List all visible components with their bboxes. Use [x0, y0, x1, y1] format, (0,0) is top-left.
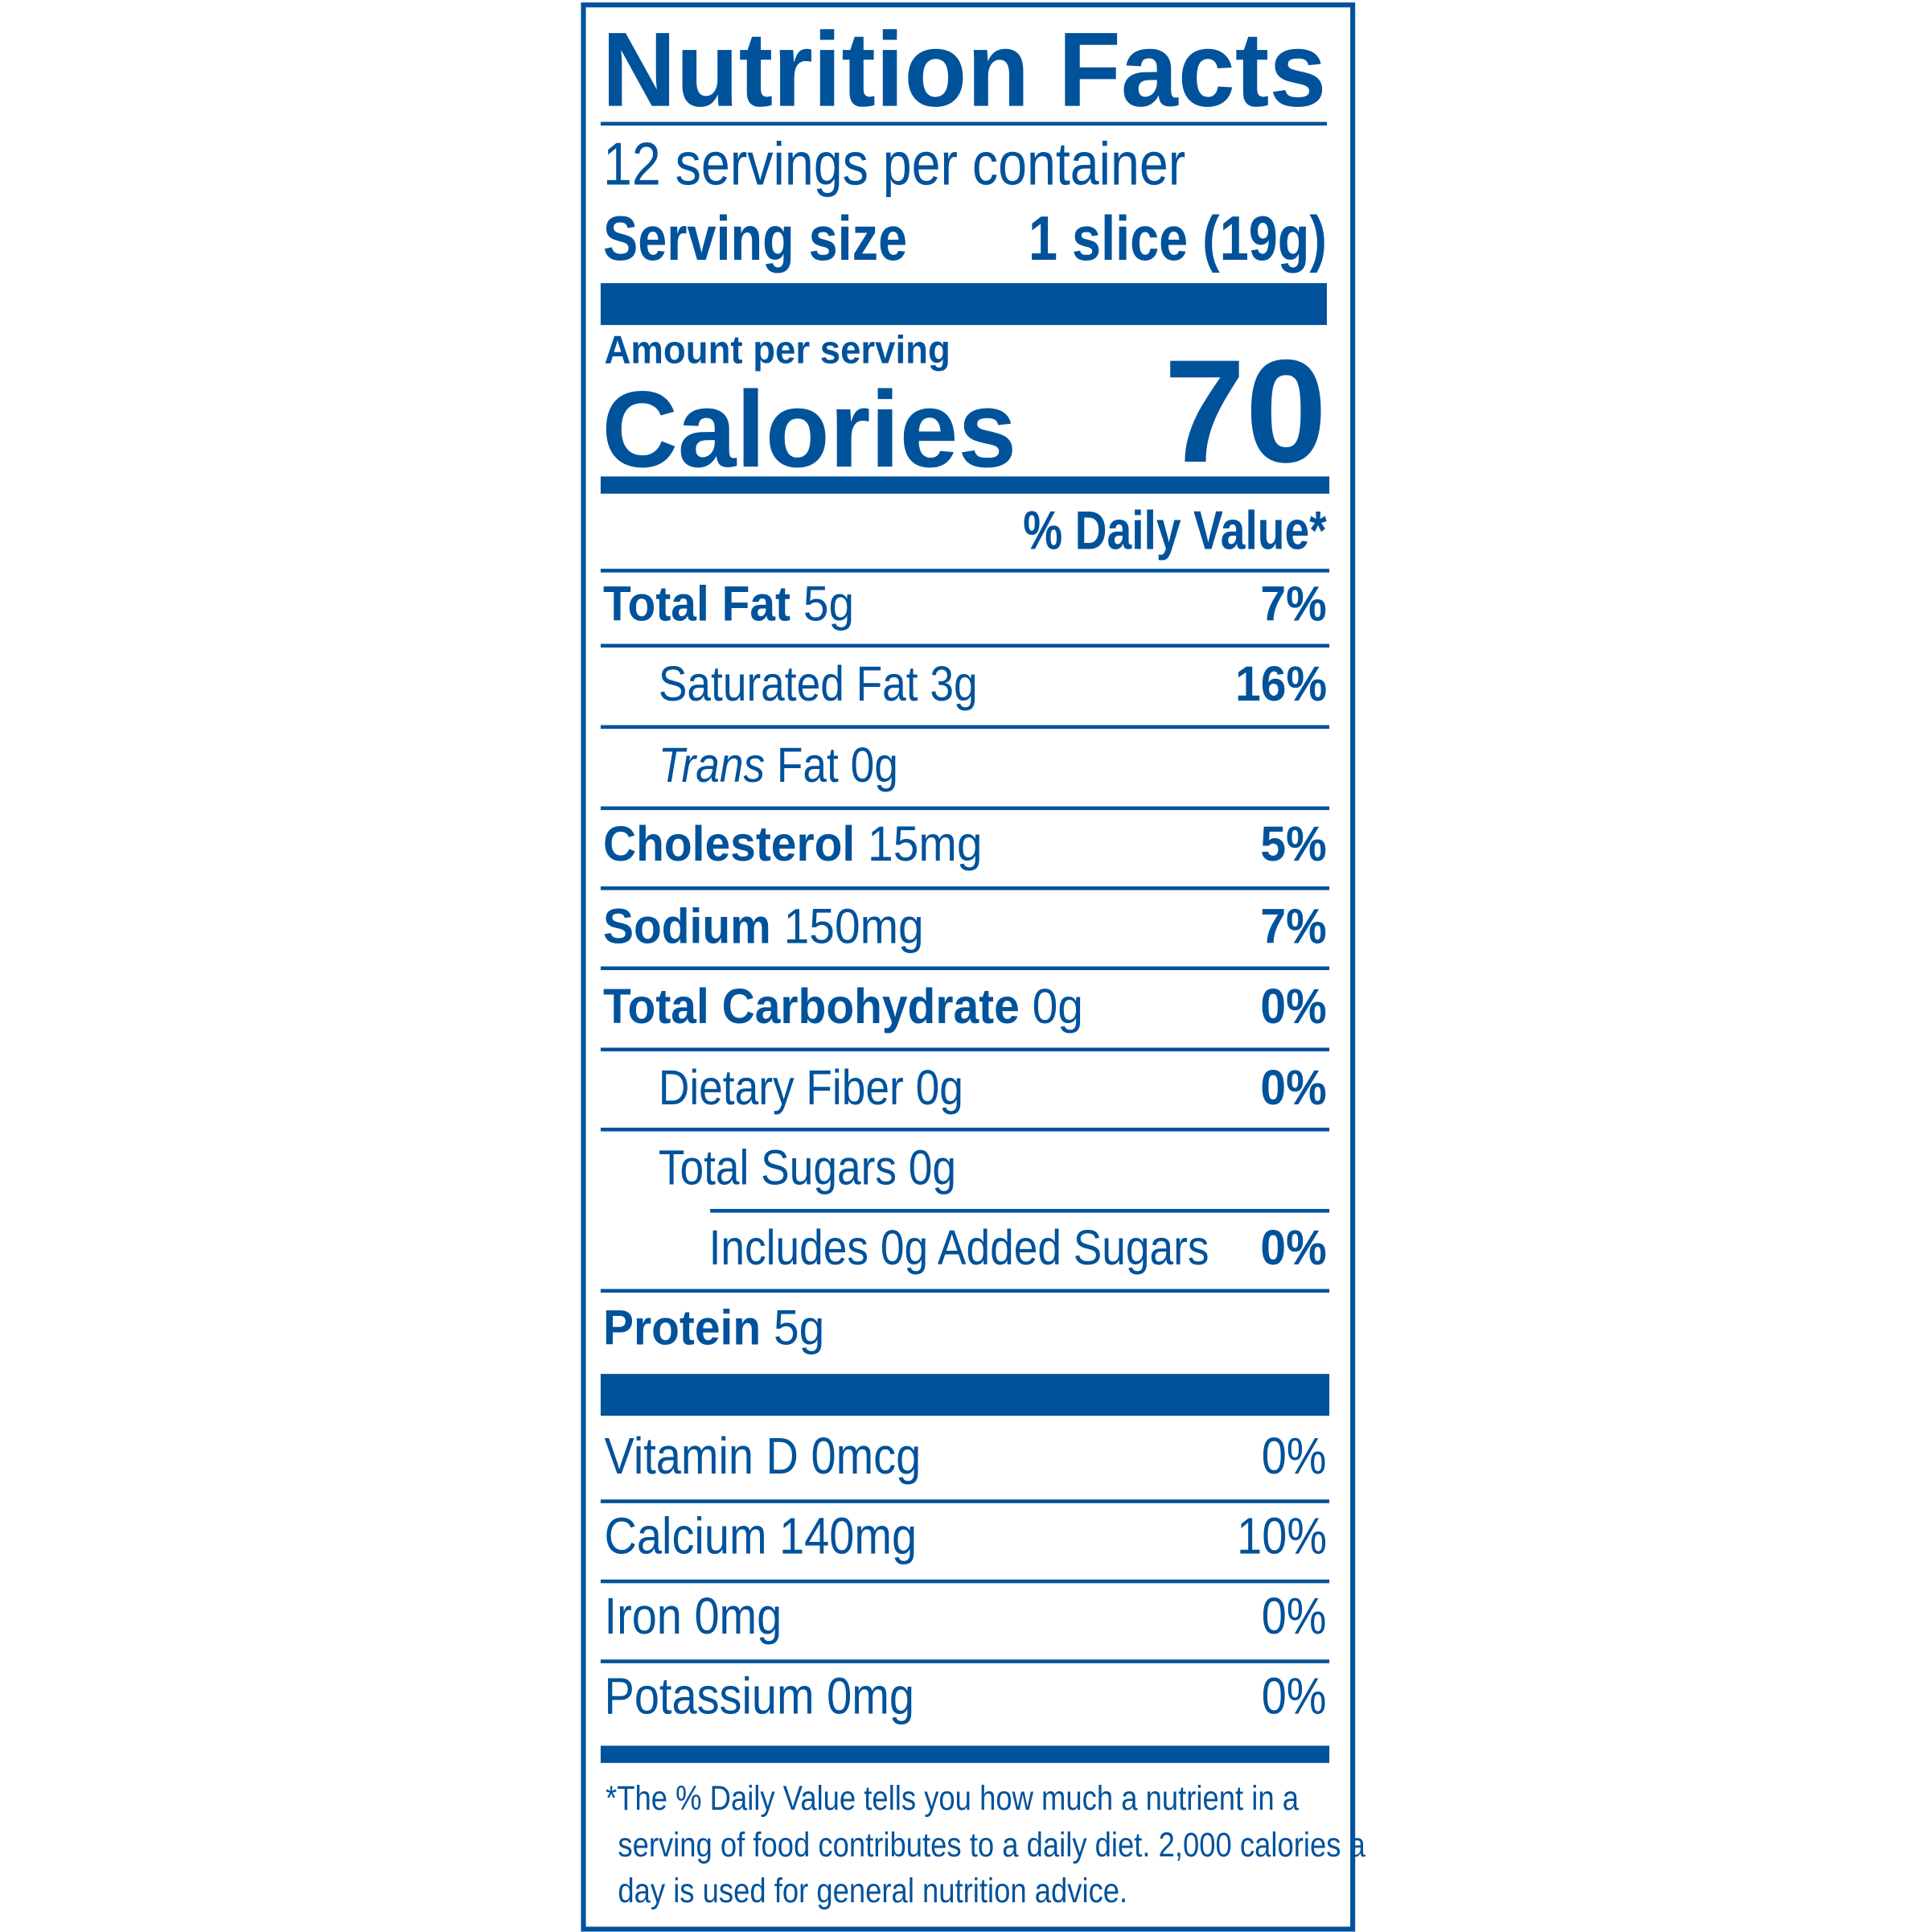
nutrient-name: Total Sugars	[658, 1141, 897, 1196]
nutrient-amount: 150mg	[783, 900, 924, 955]
thick-bar-bottom	[600, 1745, 1330, 1763]
footnote-line-1: *The % Daily Value tells you how much a …	[606, 1778, 1299, 1818]
vitamin-amount: 0mg	[694, 1587, 782, 1646]
amount-per-serving: Amount per serving	[604, 327, 951, 372]
vitamin-amount: 140mg	[779, 1507, 918, 1566]
row-divider	[600, 806, 1330, 811]
vitamin-amount: 0mcg	[811, 1427, 922, 1486]
nutrient-name: Dietary Fiber	[658, 1061, 904, 1116]
nutrient-name: Saturated Fat	[658, 657, 918, 712]
title-divider	[600, 121, 1327, 126]
vitamin-name: Potassium	[604, 1667, 815, 1726]
row-divider	[600, 966, 1330, 971]
vitamin-row-label: Potassium 0mg	[605, 1671, 914, 1723]
nutrient-amount: 5g	[803, 578, 855, 632]
calories-bar	[600, 476, 1330, 494]
footnote-line-2: serving of food contributes to a daily d…	[618, 1825, 1365, 1864]
footnote-line-3: day is used for general nutrition advice…	[618, 1871, 1128, 1909]
serving-size-value: 1 slice (19g)	[1029, 203, 1327, 273]
vitamin-daily-value: 10%	[1237, 1507, 1327, 1566]
nutrient-row-label: Dietary Fiber 0g	[659, 1064, 963, 1113]
nutrient-name: Total Fat	[602, 578, 791, 632]
nutrient-row-label: Saturated Fat 3g	[659, 660, 978, 709]
row-divider	[600, 1047, 1330, 1052]
serving-size-label: Serving size	[602, 203, 908, 273]
vitamin-daily-value: 0%	[1262, 1427, 1327, 1486]
nutrient-name: Sodium	[602, 900, 771, 955]
nutrient-name: Includes 0g Added Sugars	[708, 1221, 1209, 1276]
row-divider	[600, 1499, 1330, 1503]
nutrient-daily-value: 0%	[1260, 1061, 1327, 1116]
nutrient-daily-value: 7%	[1260, 578, 1327, 632]
row-divider	[600, 1659, 1330, 1663]
row-divider	[600, 725, 1330, 730]
nutrient-row-label: Total Carbohydrate 0g	[603, 983, 1083, 1032]
nutrient-name: Cholesterol	[602, 817, 856, 872]
nutrient-row-label: Sodium 150mg	[603, 902, 924, 952]
daily-value-header: % Daily Value*	[1023, 500, 1327, 561]
vitamin-row-label: Iron 0mg	[605, 1590, 782, 1642]
vitamin-name: Calcium	[604, 1507, 767, 1566]
nutrient-row-label: Cholesterol 15mg	[603, 820, 982, 869]
nutrient-name: Fat	[776, 738, 839, 793]
vitamin-name: Vitamin D	[604, 1427, 799, 1486]
nutrient-row-label: Total Fat 5g	[603, 580, 854, 629]
nutrient-amount: 0g	[915, 1061, 963, 1116]
row-divider	[600, 1289, 1330, 1293]
vitamin-daily-value: 0%	[1262, 1667, 1327, 1726]
nutrient-amount: 3g	[930, 657, 978, 712]
calories-value: 70	[1164, 330, 1327, 494]
row-divider	[600, 1579, 1330, 1584]
title: Nutrition Facts	[602, 10, 1327, 129]
vitamin-amount: 0mg	[827, 1667, 914, 1726]
row-divider	[600, 886, 1330, 890]
row-divider	[710, 1209, 1330, 1213]
nutrient-amount: 0g	[908, 1141, 957, 1196]
thick-bar-top	[600, 283, 1327, 326]
nutrient-name-italic: Trans	[658, 738, 766, 793]
nutrient-row-label: Protein 5g	[603, 1304, 824, 1353]
nutrient-row-label: Trans Fat 0g	[659, 742, 898, 791]
nutrient-daily-value: 0%	[1260, 980, 1327, 1034]
nutrient-name: Total Carbohydrate	[602, 980, 1020, 1034]
nutrient-amount: 0g	[850, 738, 898, 793]
vitamin-row-label: Vitamin D 0mcg	[605, 1430, 922, 1482]
row-divider	[600, 569, 1330, 573]
servings-per-container: 12 servings per container	[602, 131, 1186, 199]
nutrient-amount: 15mg	[868, 817, 983, 872]
nutrient-row-label: Includes 0g Added Sugars	[709, 1224, 1209, 1273]
nutrient-daily-value: 0%	[1260, 1221, 1327, 1276]
nutrient-name: Protein	[602, 1301, 762, 1356]
vitamin-name: Iron	[604, 1587, 682, 1646]
vitamin-daily-value: 0%	[1262, 1587, 1327, 1646]
nutrient-daily-value: 5%	[1260, 817, 1327, 872]
row-divider	[600, 643, 1330, 648]
thick-bar-vitamins	[600, 1374, 1330, 1416]
nutrient-amount: 5g	[773, 1301, 825, 1356]
nutrient-row-label: Total Sugars 0g	[659, 1144, 956, 1193]
nutrient-amount: 0g	[1032, 980, 1083, 1034]
vitamin-row-label: Calcium 140mg	[605, 1511, 918, 1563]
row-divider	[600, 1128, 1330, 1132]
nutrient-daily-value: 7%	[1260, 900, 1327, 955]
calories-label: Calories	[602, 368, 1017, 491]
label-border	[581, 2, 1356, 1932]
nutrient-daily-value: 16%	[1235, 657, 1327, 712]
